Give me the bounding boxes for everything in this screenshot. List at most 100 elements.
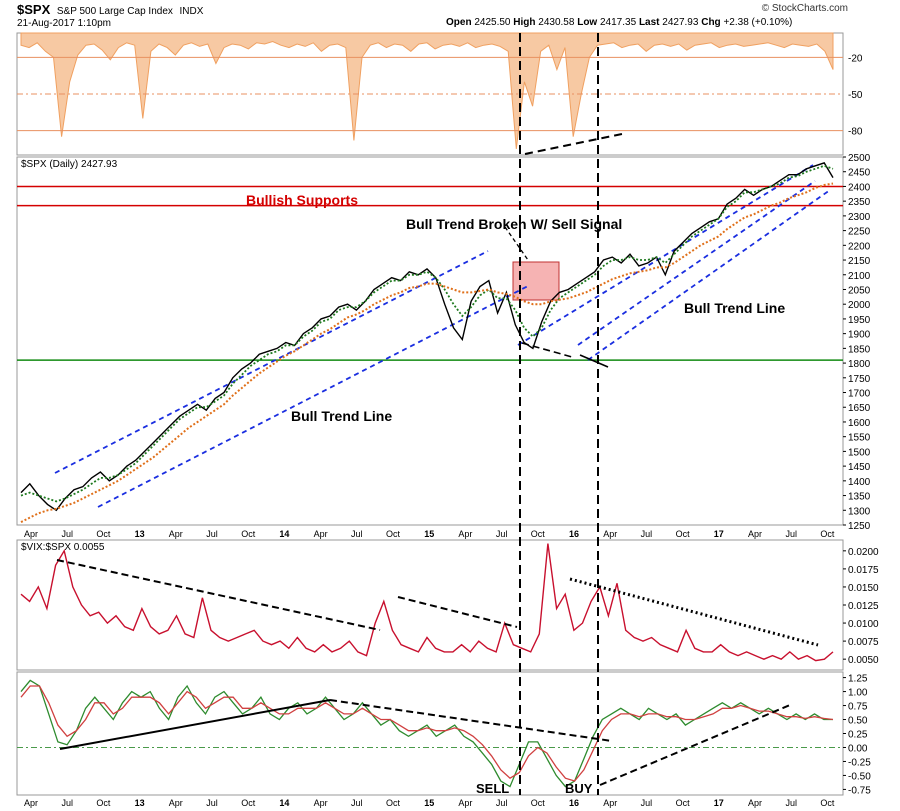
osc-x-tick-label: 16 [569,798,579,808]
price-x-tick-label: Oct [820,529,835,539]
low-trend-segment [521,342,573,358]
rsi-trendline [524,133,623,155]
osc-x-tick-label: Apr [748,798,762,808]
price-x-tick-label: Oct [241,529,256,539]
price-legend-title: $SPX (Daily) 2427.93 [21,159,118,170]
vix-tick-label: 0.0100 [848,619,879,630]
trend-channel-line [577,180,816,346]
price-series-1 [20,164,834,503]
last-value: 2427.93 [662,17,699,28]
osc-x-tick-label: Apr [314,798,328,808]
exchange: INDX [179,6,204,17]
osc-x-tick-label: Jul [785,798,797,808]
price-tick-label: 1250 [848,521,871,532]
osc-tick-label: -0.75 [848,785,871,796]
price-x-tick-label: Apr [24,529,38,539]
price-tick-label: 1400 [848,477,871,488]
osc-x-tick-label: 17 [714,798,724,808]
osc-series-1 [20,685,834,782]
price-x-tick-label: Jul [206,529,218,539]
price-x-tick-label: Apr [169,529,183,539]
chg-label: Chg [701,17,721,28]
rsi-tick-label: -50 [848,90,863,101]
price-x-tick-label: 16 [569,529,579,539]
price-tick-label: 1700 [848,389,871,400]
price-tick-label: 1850 [848,344,871,355]
vix-tick-label: 0.0125 [848,601,879,612]
osc-x-tick-label: Apr [169,798,183,808]
osc-x-tick-label: Oct [820,798,835,808]
price-tick-label: 2050 [848,285,871,296]
price-x-tick-label: Oct [676,529,691,539]
price-tick-label: 2350 [848,197,871,208]
price-tick-label: 1500 [848,447,871,458]
price-frame [16,156,844,526]
trend-channel-line [517,164,814,346]
osc-x-tick-label: 13 [135,798,145,808]
osc-tick-label: -0.50 [848,771,871,782]
price-series-0 [20,162,834,512]
osc-x-tick-label: Jul [61,798,73,808]
trend-channel-line [97,285,529,508]
annotation-trend-broken: Bull Trend Broken W/ Sell Signal [406,216,622,232]
high-label: High [513,17,536,28]
rsi-tick-label: -20 [848,53,863,64]
vix-trendline [397,596,518,628]
annotation-buy: BUY [565,781,593,796]
price-tick-label: 2400 [848,182,871,193]
price-tick-label: 1900 [848,330,871,341]
price-tick-label: 1550 [848,433,871,444]
price-tick-label: 2000 [848,300,871,311]
annotation-sell: SELL [476,781,509,796]
osc-tick-label: 0.25 [848,730,868,741]
sell-signal-box [512,261,560,301]
price-x-tick-label: Jul [61,529,73,539]
osc-x-tick-label: Apr [603,798,617,808]
price-tick-label: 2150 [848,256,871,267]
osc-tick-label: 0.50 [848,716,868,727]
osc-trendline [329,699,613,742]
osc-x-tick-label: Apr [458,798,472,808]
vix_ratio-frame [16,539,844,671]
chart-header: $SPX S&P 500 Large Cap Index INDX 21-Aug… [0,0,900,32]
osc-x-tick-label: Jul [206,798,218,808]
osc-series-0 [20,679,833,788]
vix-tick-label: 0.0175 [848,565,879,576]
rsi-area [20,32,834,149]
price-tick-label: 2500 [848,153,871,164]
price-x-tick-label: Jul [785,529,797,539]
osc-x-tick-label: Oct [676,798,691,808]
osc-tick-label: 1.00 [848,688,868,699]
osc-x-tick-label: Jul [496,798,508,808]
symbol: $SPX [17,2,51,17]
vix-tick-label: 0.0050 [848,655,879,666]
price-x-tick-label: Oct [531,529,546,539]
price-x-tick-label: Jul [641,529,653,539]
price-tick-label: 2450 [848,168,871,179]
high-value: 2430.58 [538,17,575,28]
vix-tick-label: 0.0075 [848,637,879,648]
price-x-tick-label: 14 [279,529,289,539]
price-tick-label: 1350 [848,492,871,503]
price-tick-label: 1750 [848,374,871,385]
price-tick-label: 2250 [848,227,871,238]
rsi-tick-label: -80 [848,127,863,138]
price-tick-label: 1800 [848,359,871,370]
low-trend-segment [579,354,609,368]
price-tick-label: 2100 [848,271,871,282]
osc-tick-label: -0.25 [848,757,871,768]
chart-date: 21-Aug-2017 1:10pm [17,18,111,29]
last-label: Last [638,17,660,28]
vix-legend-title: $VIX:$SPX 0.0055 [21,542,105,553]
price-x-tick-label: 15 [424,529,434,539]
trend-channel-line [54,250,489,474]
osc-tick-label: 0.75 [848,702,868,713]
osc-x-tick-label: Oct [241,798,256,808]
price-tick-label: 1600 [848,418,871,429]
osc-x-tick-label: Jul [641,798,653,808]
osc-x-tick-label: Jul [351,798,363,808]
annotation-bull-trend-line-2: Bull Trend Line [684,300,785,316]
price-x-tick-label: Apr [314,529,328,539]
low-value: 2417.35 [600,17,637,28]
